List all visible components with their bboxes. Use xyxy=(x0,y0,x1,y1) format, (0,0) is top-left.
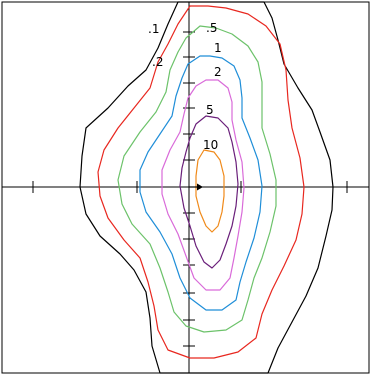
vertical-axis-ticks xyxy=(183,31,195,347)
contour-label-0.1: .1 xyxy=(148,22,159,36)
contour-level-0.2 xyxy=(97,5,305,359)
contour-level-10 xyxy=(195,149,225,233)
contour-label-5: 5 xyxy=(206,103,214,117)
center-arrow-icon xyxy=(189,183,203,191)
contour-level-0.1 xyxy=(79,1,334,374)
contour-label-0.2: .2 xyxy=(152,55,163,69)
contour-level-2 xyxy=(161,79,245,291)
horizontal-axis-ticks xyxy=(32,181,348,193)
contour-label-1: 1 xyxy=(214,41,222,55)
contour-level-5 xyxy=(179,115,239,269)
contour-label-0.5: .5 xyxy=(206,21,217,35)
contour-level-1 xyxy=(139,55,263,311)
contour-level-0.5 xyxy=(117,25,277,333)
contour-label-10: 10 xyxy=(203,138,218,152)
contour-label-2: 2 xyxy=(214,65,222,79)
